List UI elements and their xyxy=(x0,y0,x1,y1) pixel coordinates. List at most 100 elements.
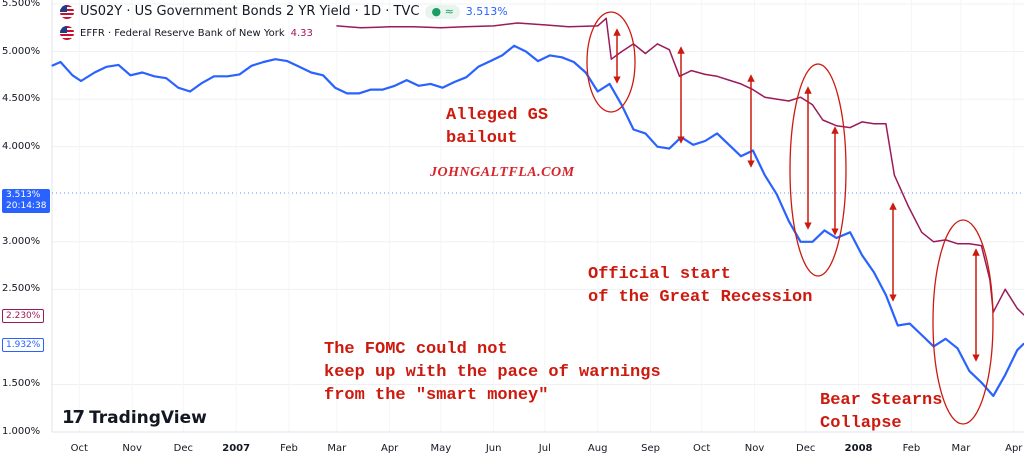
tradingview-logo[interactable]: 17 TradingView xyxy=(62,407,207,428)
data-point xyxy=(861,121,863,123)
x-tick-label: Mar xyxy=(951,443,971,454)
data-point xyxy=(1004,288,1006,290)
x-tick-label: Dec xyxy=(796,443,815,454)
data-point xyxy=(610,58,612,60)
data-point xyxy=(129,74,131,76)
data-point xyxy=(907,205,909,207)
y-tick-label: 2.500% xyxy=(2,283,41,295)
data-point xyxy=(609,83,611,85)
data-point xyxy=(464,26,466,28)
data-point xyxy=(59,61,62,63)
data-point xyxy=(165,77,167,79)
data-point xyxy=(656,43,659,45)
data-point xyxy=(465,76,467,78)
data-point xyxy=(885,294,887,296)
x-tick-label: Nov xyxy=(122,443,142,454)
data-point xyxy=(752,149,754,152)
y-tick-label: 1.000% xyxy=(2,426,41,437)
data-point xyxy=(621,104,623,106)
data-point xyxy=(823,229,826,231)
x-tick-label: Oct xyxy=(71,443,88,454)
data-point xyxy=(704,73,706,75)
us02y-price-tag: 1.932% xyxy=(2,338,45,352)
data-point xyxy=(177,87,179,89)
data-point xyxy=(358,92,360,94)
x-tick-label: Sep xyxy=(641,443,660,454)
data-point xyxy=(788,100,790,102)
series-value: 3.513% xyxy=(465,5,508,18)
us-flag-icon xyxy=(60,4,74,19)
data-point xyxy=(764,96,766,98)
data-point xyxy=(346,92,348,94)
data-point xyxy=(716,132,718,134)
effr-last-value: 2.230% xyxy=(6,311,41,321)
data-point xyxy=(573,61,575,63)
data-point xyxy=(800,96,802,98)
data-point xyxy=(117,64,120,66)
data-point xyxy=(370,89,372,91)
data-point xyxy=(956,243,959,245)
data-point xyxy=(968,243,971,245)
status-badge: ● ≈ xyxy=(425,4,460,19)
data-point xyxy=(822,119,824,121)
data-point xyxy=(668,49,670,51)
data-point xyxy=(477,66,479,68)
data-point xyxy=(656,146,659,148)
data-point xyxy=(776,98,778,100)
data-point xyxy=(286,60,288,62)
x-tick-label: May xyxy=(430,443,451,454)
data-point xyxy=(153,75,155,77)
x-tick-label: 2007 xyxy=(222,443,250,454)
current-price-value: 3.513% xyxy=(6,190,41,200)
data-point xyxy=(227,75,229,77)
y-tick-label: 5.000% xyxy=(2,45,41,57)
data-point xyxy=(597,90,599,93)
highlight-ellipse xyxy=(932,219,994,425)
data-point xyxy=(992,395,994,397)
data-point xyxy=(525,51,527,53)
data-point xyxy=(406,79,408,81)
data-point xyxy=(549,54,551,57)
overlay-layer xyxy=(586,11,994,425)
data-point xyxy=(513,45,515,47)
data-point xyxy=(849,127,851,129)
data-point xyxy=(692,144,694,146)
data-point xyxy=(811,104,814,106)
x-tick-label: Nov xyxy=(745,443,765,454)
brand-name: TradingView xyxy=(89,407,207,428)
legend-effr[interactable]: EFFR · Federal Reserve Bank of New York … xyxy=(60,26,313,40)
data-point xyxy=(644,52,647,55)
data-point xyxy=(382,89,384,91)
data-point xyxy=(800,241,802,243)
legend-us02y[interactable]: US02Y · US Government Bonds 2 YR Yield ·… xyxy=(60,4,508,19)
annotation-bear-stearns: Bear Stearns Collapse xyxy=(820,391,943,433)
data-point xyxy=(849,231,851,233)
data-point xyxy=(728,79,730,81)
x-axis: Oct Nov Dec 2007 Feb Mar Apr May Jun Jul Aug Sep Oct… xyxy=(52,431,1024,454)
series-title: US02Y · US Government Bonds 2 YR Yield ·… xyxy=(80,4,420,19)
data-point xyxy=(956,347,959,349)
current-price-tag: 3.513% 20:14:38 xyxy=(2,189,51,213)
x-tick-label: Mar xyxy=(327,443,347,454)
watermark: JOHNGALTFLA.COM xyxy=(430,165,575,180)
data-point xyxy=(897,324,899,327)
data-point xyxy=(909,323,911,325)
data-point xyxy=(250,65,253,67)
data-point xyxy=(716,75,718,77)
data-point xyxy=(336,25,338,27)
data-point xyxy=(776,193,778,195)
data-point xyxy=(389,26,391,28)
data-point xyxy=(334,87,336,89)
data-point xyxy=(310,71,312,74)
highlight-ellipse xyxy=(586,11,636,113)
data-point xyxy=(516,22,519,24)
x-tick-label: 2008 xyxy=(845,443,873,454)
data-point xyxy=(678,75,681,77)
x-tick-label: Jul xyxy=(538,443,551,454)
y-tick-label: 4.500% xyxy=(2,93,41,105)
effr-price-tag: 2.230% xyxy=(2,309,45,323)
data-point xyxy=(835,237,838,239)
x-tick-label: Jun xyxy=(485,443,502,454)
annotation-recession: Official start of the Great Recession xyxy=(588,265,813,307)
